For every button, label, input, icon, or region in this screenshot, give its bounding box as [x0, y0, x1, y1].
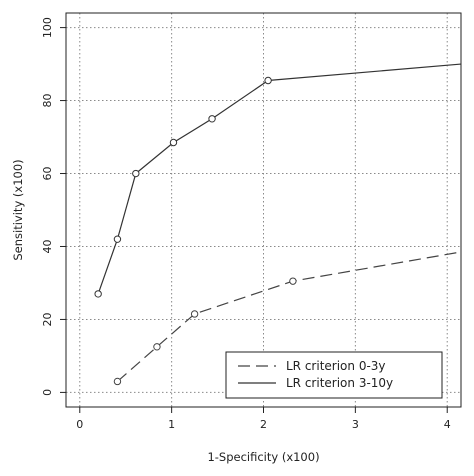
data-point — [208, 115, 216, 123]
x-axis: 0 1 2 3 4 — [76, 407, 451, 431]
x-tick-label: 3 — [352, 418, 359, 431]
legend-label: LR criterion 3-10y — [286, 376, 393, 390]
x-tick-label: 1 — [168, 418, 175, 431]
y-tick-label: 0 — [41, 389, 54, 396]
data-point — [264, 76, 272, 85]
x-tick-label: 2 — [260, 418, 267, 431]
series-line — [117, 251, 462, 382]
x-tick-label: 4 — [444, 418, 451, 431]
data-point — [289, 277, 297, 285]
y-axis-label: Sensitivity (x100) — [11, 159, 25, 260]
data-point — [113, 235, 122, 243]
x-tick-label: 0 — [76, 418, 83, 431]
series-line — [97, 63, 462, 295]
data-point — [94, 290, 102, 298]
y-tick-label: 40 — [41, 239, 54, 253]
data-point — [190, 310, 199, 318]
y-tick-label: 100 — [41, 17, 54, 38]
legend-box — [225, 351, 443, 399]
data-point — [169, 138, 178, 147]
series-1 — [113, 251, 462, 386]
data-point — [132, 169, 140, 178]
y-tick-label: 60 — [41, 167, 54, 181]
x-axis-label: 1-Specificity (x100) — [207, 450, 319, 464]
y-tick-label: 80 — [41, 94, 54, 108]
series-2 — [94, 63, 462, 298]
data-point — [153, 343, 161, 351]
y-axis: 0 20 40 60 80 100 — [41, 17, 66, 396]
series-layer — [94, 63, 462, 386]
legend-label: LR criterion 0-3y — [286, 359, 386, 373]
legend: LR criterion 0-3y LR criterion 3-10y — [225, 351, 443, 399]
grid-lines — [66, 13, 461, 407]
y-tick-label: 20 — [41, 312, 54, 326]
data-point — [113, 377, 122, 386]
